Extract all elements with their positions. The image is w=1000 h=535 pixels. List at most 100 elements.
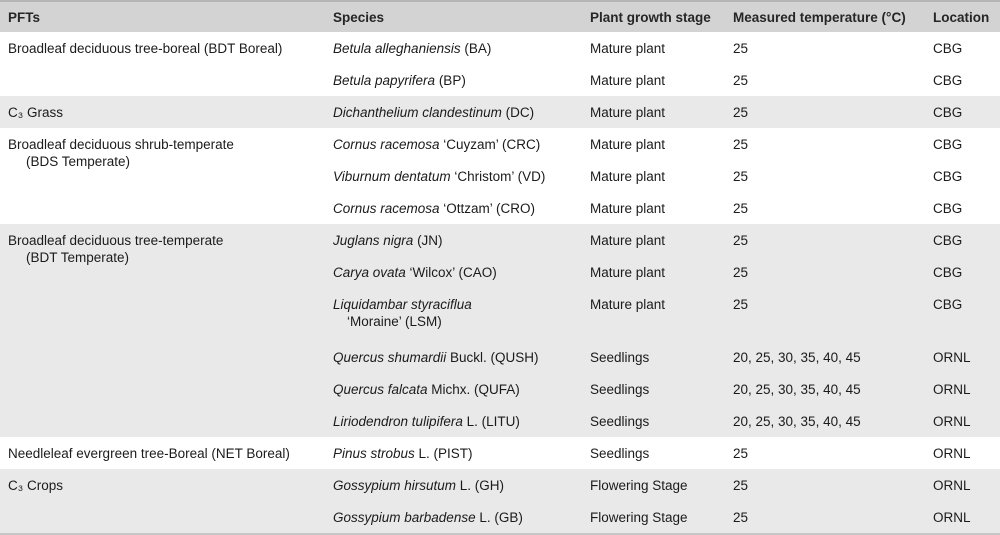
pft-label-line1: Broadleaf deciduous tree-temperate — [8, 233, 224, 248]
table-row: Betula papyrifera (BP) Mature plant 25 CBG — [0, 64, 1000, 96]
pft-label-line1: Broadleaf deciduous tree-boreal (BDT Bor… — [8, 41, 283, 56]
measured-temperature: 25 — [733, 256, 933, 288]
location: CBG — [933, 32, 1000, 64]
table-body: Broadleaf deciduous tree-boreal (BDT Bor… — [0, 32, 1000, 534]
pft-group-label: Broadleaf deciduous shrub-temperate (BDS … — [0, 128, 333, 224]
species-latin-name: Carya ovata — [333, 265, 406, 280]
table-header-row: PFTs Species Plant growth stage Measured te… — [0, 1, 1000, 32]
species-latin-name: Cornus racemosa — [333, 201, 440, 216]
location: CBG — [933, 256, 1000, 288]
species-suffix: Buckl. (QUSH) — [446, 350, 539, 365]
location: CBG — [933, 96, 1000, 128]
growth-stage: Mature plant — [590, 224, 733, 256]
measured-temperature: 25 — [733, 224, 933, 256]
growth-stage: Mature plant — [590, 256, 733, 288]
growth-stage: Mature plant — [590, 192, 733, 224]
species-name: Gossypium barbadense L. (GB) — [333, 501, 590, 534]
species-name: Liquidambar styraciflua ‘Moraine’ (LSM) — [333, 288, 590, 341]
species-latin-name: Quercus shumardii — [333, 350, 447, 365]
species-latin-name: Gossypium barbadense — [333, 510, 476, 525]
species-latin-name: Pinus strobus — [333, 446, 415, 461]
species-suffix: (JN) — [413, 233, 443, 248]
measured-temperature: 25 — [733, 32, 933, 64]
measured-temperature: 25 — [733, 96, 933, 128]
species-suffix: Michx. (QUFA) — [427, 382, 520, 397]
species-latin-name: Juglans nigra — [333, 233, 414, 248]
location: CBG — [933, 160, 1000, 192]
growth-stage: Flowering Stage — [590, 501, 733, 534]
species-suffix: L. (LITU) — [462, 414, 520, 429]
species-suffix: ‘Ottzam’ (CRO) — [439, 201, 536, 216]
location: CBG — [933, 64, 1000, 96]
species-suffix: (BA) — [460, 41, 492, 56]
location: CBG — [933, 192, 1000, 224]
species-latin-name: Quercus falcata — [333, 382, 428, 397]
measured-temperature: 25 — [733, 288, 933, 341]
table-row: Liquidambar styraciflua ‘Moraine’ (LSM) Ma… — [0, 288, 1000, 341]
location: ORNL — [933, 405, 1000, 437]
pft-group-label: C₃ Crops — [0, 469, 333, 534]
measured-temperature: 20, 25, 30, 35, 40, 45 — [733, 341, 933, 373]
species-name: Gossypium hirsutum L. (GH) — [333, 469, 590, 501]
growth-stage: Seedlings — [590, 437, 733, 469]
column-header-pft: PFTs — [0, 1, 333, 32]
measured-temperature: 25 — [733, 501, 933, 534]
species-suffix: (BP) — [435, 73, 466, 88]
growth-stage: Mature plant — [590, 32, 733, 64]
column-header-location: Location — [933, 1, 1000, 32]
measured-temperature: 25 — [733, 64, 933, 96]
growth-stage: Seedlings — [590, 373, 733, 405]
species-name: Quercus falcata Michx. (QUFA) — [333, 373, 590, 405]
location: ORNL — [933, 373, 1000, 405]
species-name: Viburnum dentatum ‘Christom’ (VD) — [333, 160, 590, 192]
location: ORNL — [933, 501, 1000, 534]
species-name-line2: ‘Moraine’ (LSM) — [347, 314, 442, 329]
growth-stage: Mature plant — [590, 96, 733, 128]
species-name: Betula alleghaniensis (BA) — [333, 32, 590, 64]
measured-temperature: 25 — [733, 128, 933, 160]
species-name: Cornus racemosa ‘Ottzam’ (CRO) — [333, 192, 590, 224]
table-row: Broadleaf deciduous shrub-temperate (BDS … — [0, 128, 1000, 224]
species-latin-name: Betula alleghaniensis — [333, 41, 461, 56]
species-suffix: (DC) — [501, 105, 535, 120]
table-row: C₃ Grass Dichanthelium clandestinum (DC) M… — [0, 96, 1000, 128]
pft-group-label: C₃ Grass — [0, 96, 333, 128]
location: ORNL — [933, 437, 1000, 469]
species-name: Cornus racemosa ‘Cuyzam’ (CRC) — [333, 128, 590, 160]
species-latin-name: Viburnum dentatum — [333, 169, 451, 184]
measured-temperature: 25 — [733, 192, 933, 224]
measured-temperature: 20, 25, 30, 35, 40, 45 — [733, 373, 933, 405]
column-header-temp: Measured temperature (°C) — [733, 1, 933, 32]
measured-temperature: 20, 25, 30, 35, 40, 45 — [733, 405, 933, 437]
growth-stage: Flowering Stage — [590, 469, 733, 501]
table-row: Broadleaf deciduous tree-boreal (BDT Bor… — [0, 32, 1000, 96]
growth-stage: Mature plant — [590, 64, 733, 96]
species-latin-name: Betula papyrifera — [333, 73, 436, 88]
growth-stage: Seedlings — [590, 341, 733, 373]
growth-stage: Seedlings — [590, 405, 733, 437]
pft-label-line2: (BDT Temperate) — [26, 250, 130, 265]
species-suffix: ‘Christom’ (VD) — [450, 169, 546, 184]
species-name: Quercus shumardii Buckl. (QUSH) — [333, 341, 590, 373]
species-suffix: ‘Wilcox’ (CAO) — [405, 265, 497, 280]
species-name: Dichanthelium clandestinum (DC) — [333, 96, 590, 128]
table-row: Quercus falcata Michx. (QUFA) Seedlings 20… — [0, 373, 1000, 405]
table-row: Needleleaf evergreen tree-Boreal (NET Bo… — [0, 437, 1000, 469]
table-row: Liriodendron tulipifera L. (LITU) Seedlin… — [0, 405, 1000, 437]
pft-group-label: Broadleaf deciduous tree-temperate (BDT T… — [0, 224, 333, 437]
table-row: Cornus racemosa ‘Ottzam’ (CRO) Mature pla… — [0, 192, 1000, 224]
location: CBG — [933, 224, 1000, 256]
species-latin-name: Liquidambar styraciflua — [333, 297, 472, 312]
species-latin-name: Gossypium hirsutum — [333, 478, 457, 493]
column-header-species: Species — [333, 1, 590, 32]
species-suffix: ‘Cuyzam’ (CRC) — [439, 137, 541, 152]
table-row: Viburnum dentatum ‘Christom’ (VD) Mature … — [0, 160, 1000, 192]
pft-label-line1: C₃ Crops — [8, 478, 64, 493]
pft-group-label: Broadleaf deciduous tree-boreal (BDT Bor… — [0, 32, 333, 96]
pft-label-line1: Broadleaf deciduous shrub-temperate — [8, 137, 234, 152]
growth-stage: Mature plant — [590, 288, 733, 341]
table-row: Carya ovata ‘Wilcox’ (CAO) Mature plant 25… — [0, 256, 1000, 288]
species-suffix: L. (GB) — [475, 510, 523, 525]
measured-temperature: 25 — [733, 160, 933, 192]
